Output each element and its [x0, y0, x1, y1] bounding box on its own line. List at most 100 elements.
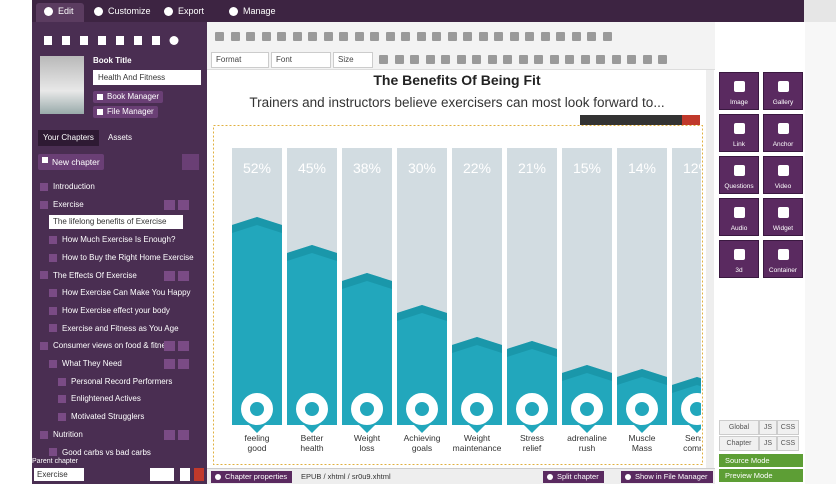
expand-icon[interactable] — [49, 359, 57, 368]
chapter-row[interactable]: Exercise — [40, 198, 195, 212]
chapter-row[interactable]: Introduction — [40, 180, 195, 194]
widget-button[interactable]: Anchor — [763, 114, 803, 152]
chapter-label[interactable]: Nutrition — [53, 429, 83, 439]
toolbar-icon[interactable] — [487, 55, 497, 64]
visibility-icon[interactable] — [164, 359, 175, 369]
chapter-label[interactable]: Exercise — [53, 199, 84, 209]
format-dropdown[interactable]: Format — [211, 52, 269, 68]
show-in-file-manager-button[interactable]: Show in File Manager — [621, 471, 713, 483]
widget-button[interactable]: Widget — [763, 198, 803, 236]
chapter-label[interactable]: Personal Record Performers — [71, 376, 173, 386]
chapter-row[interactable]: Nutrition — [40, 428, 195, 442]
expand-icon[interactable] — [58, 395, 66, 404]
toolbar-icon[interactable] — [277, 32, 286, 41]
toolbar-icon[interactable] — [230, 32, 240, 41]
source-mode-button[interactable]: Source Mode — [719, 454, 803, 467]
chapter-row[interactable]: Consumer views on food & fitne — [40, 339, 195, 353]
toolbar-icon[interactable] — [472, 55, 481, 64]
widget-button[interactable]: Gallery — [763, 72, 803, 110]
chapter-label[interactable]: How Exercise effect your body — [62, 305, 170, 315]
toolbar-icon[interactable] — [580, 55, 590, 64]
chapter-row[interactable]: How Exercise effect your body — [49, 304, 195, 318]
toolbar-icon[interactable] — [611, 55, 621, 64]
assets-tab[interactable]: Assets — [108, 133, 133, 142]
toolbar-icon[interactable] — [540, 32, 550, 41]
js-button[interactable]: JS — [759, 420, 777, 435]
expand-icon[interactable] — [58, 412, 66, 421]
widget-button[interactable]: Image — [719, 72, 759, 110]
toolbar-icon[interactable] — [503, 55, 512, 64]
chapter-menu[interactable] — [178, 359, 189, 369]
widget-button[interactable]: Link — [719, 114, 759, 152]
visibility-icon[interactable] — [164, 429, 175, 440]
parent-chapter-select[interactable]: Exercise — [34, 468, 84, 481]
toolbar-icon[interactable] — [571, 32, 581, 41]
visibility-icon[interactable] — [164, 341, 175, 352]
toolbar-icon[interactable] — [385, 32, 395, 41]
toolbar-icon[interactable] — [354, 32, 364, 41]
copy-button[interactable] — [180, 468, 190, 481]
delete-button[interactable] — [194, 468, 204, 481]
toolbar-icon[interactable] — [596, 55, 605, 64]
toolbar-icon[interactable] — [478, 32, 488, 41]
chapter-menu[interactable] — [178, 199, 189, 210]
chapter-label[interactable]: The lifelong benefits of Exercise — [53, 217, 167, 227]
chapters-tab[interactable]: Your Chapters — [38, 130, 99, 146]
chapter-label[interactable]: Good carbs vs bad carbs — [62, 447, 151, 457]
toolbar-icon[interactable] — [416, 32, 426, 41]
menu-button[interactable] — [182, 154, 199, 170]
widget-button[interactable]: Audio — [719, 198, 759, 236]
toolbar-icon[interactable] — [456, 55, 466, 64]
chapter-row[interactable]: How to Buy the Right Home Exercise E — [49, 251, 195, 265]
split-chapter-button[interactable]: Split chapter — [543, 471, 604, 483]
chapter-label[interactable]: Motivated Strugglers — [71, 412, 145, 422]
expand-icon[interactable] — [40, 430, 48, 439]
book-manager-button[interactable]: Book Manager — [93, 91, 164, 103]
toolbar-icon[interactable] — [261, 32, 271, 41]
chapter-properties-button[interactable]: Chapter properties — [211, 471, 293, 483]
toolbar-icon[interactable] — [441, 55, 450, 64]
chapter-row[interactable]: The Effects Of Exercise — [40, 269, 195, 283]
chapter-label[interactable]: Enlightened Actives — [71, 394, 141, 404]
top-tab[interactable]: Edit — [36, 3, 84, 22]
book-title-input[interactable]: Health And Fitness — [93, 70, 201, 85]
css-button[interactable]: CSS — [777, 420, 799, 435]
preview-mode-button[interactable]: Preview Mode — [719, 469, 803, 482]
widget-button[interactable]: Questions — [719, 156, 759, 194]
expand-icon[interactable] — [58, 377, 66, 386]
chapter-row[interactable]: Motivated Strugglers — [58, 410, 195, 424]
toolbar-icon[interactable] — [587, 32, 596, 41]
toolbar-icon[interactable] — [323, 32, 333, 41]
toolbar-icon[interactable] — [534, 55, 543, 64]
top-tab[interactable]: Customize — [86, 3, 161, 22]
chapter-label[interactable]: Introduction — [53, 182, 95, 191]
toolbar-icon[interactable] — [339, 32, 348, 41]
expand-icon[interactable] — [49, 306, 57, 315]
size-dropdown[interactable]: Size — [333, 52, 373, 68]
toolbar-icon[interactable] — [410, 55, 419, 64]
chapter-row[interactable]: Personal Record Performers — [58, 375, 195, 389]
toolbar-icon[interactable] — [658, 55, 667, 64]
chapter-label[interactable]: What They Need — [62, 359, 122, 368]
toolbar-icon[interactable] — [463, 32, 472, 41]
toolbar-icon[interactable] — [379, 55, 388, 64]
expand-icon[interactable] — [49, 235, 57, 244]
toolbar-icon[interactable] — [556, 32, 565, 41]
toolbar-icon[interactable] — [642, 55, 652, 64]
scope-label[interactable]: Global — [719, 420, 759, 435]
toolbar-icon[interactable] — [215, 32, 224, 41]
toolbar-icon[interactable] — [549, 55, 559, 64]
toolbar-icon[interactable] — [627, 55, 636, 64]
toolbar-icon[interactable] — [494, 32, 503, 41]
small-select[interactable] — [150, 468, 174, 481]
chapter-menu[interactable] — [178, 270, 189, 281]
scope-label[interactable]: Chapter — [719, 436, 759, 451]
toolbar-icon[interactable] — [525, 32, 534, 41]
expand-icon[interactable] — [40, 342, 48, 351]
chapter-label[interactable]: How to Buy the Right Home Exercise E — [62, 252, 195, 262]
file-manager-button[interactable]: File Manager — [93, 106, 158, 118]
expand-icon[interactable] — [40, 182, 48, 191]
toolbar-icon[interactable] — [370, 32, 379, 41]
toolbar-icon[interactable] — [246, 32, 255, 41]
toolbar-icon[interactable] — [425, 55, 435, 64]
